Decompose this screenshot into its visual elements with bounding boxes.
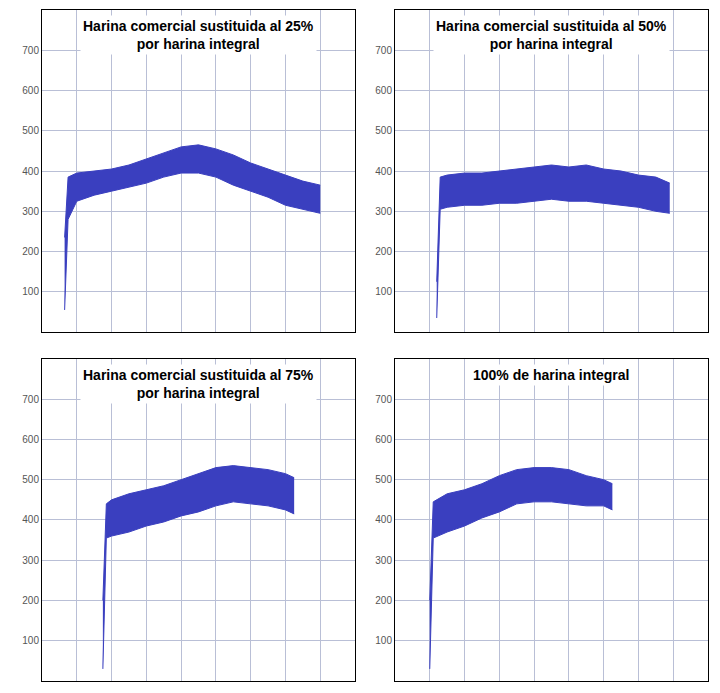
svg-text:200: 200 <box>22 595 39 606</box>
svg-text:400: 400 <box>22 166 39 177</box>
svg-text:Harina comercial sustituida al: Harina comercial sustituida al 25%por ha… <box>83 18 314 52</box>
svg-text:200: 200 <box>22 246 39 257</box>
svg-text:700: 700 <box>22 394 39 405</box>
svg-text:Harina comercial sustituida al: Harina comercial sustituida al 50%por ha… <box>436 18 667 52</box>
svg-text:300: 300 <box>375 555 392 566</box>
svg-text:400: 400 <box>375 514 392 525</box>
svg-text:500: 500 <box>22 125 39 136</box>
svg-text:500: 500 <box>375 474 392 485</box>
svg-text:200: 200 <box>375 246 392 257</box>
svg-text:100: 100 <box>375 635 392 646</box>
svg-text:400: 400 <box>22 514 39 525</box>
svg-text:Harina comercial sustituida al: Harina comercial sustituida al 75%por ha… <box>83 367 314 401</box>
svg-text:600: 600 <box>22 85 39 96</box>
svg-text:500: 500 <box>22 474 39 485</box>
svg-text:500: 500 <box>375 125 392 136</box>
svg-text:700: 700 <box>22 45 39 56</box>
svg-text:600: 600 <box>375 85 392 96</box>
svg-text:100% de harina integral: 100% de harina integral <box>473 367 629 383</box>
svg-text:400: 400 <box>375 166 392 177</box>
svg-text:600: 600 <box>22 434 39 445</box>
svg-text:300: 300 <box>22 555 39 566</box>
svg-text:100: 100 <box>22 635 39 646</box>
svg-text:700: 700 <box>375 394 392 405</box>
svg-text:300: 300 <box>22 206 39 217</box>
svg-text:100: 100 <box>22 286 39 297</box>
svg-text:100: 100 <box>375 286 392 297</box>
svg-text:600: 600 <box>375 434 392 445</box>
svg-text:200: 200 <box>375 595 392 606</box>
svg-text:300: 300 <box>375 206 392 217</box>
svg-text:700: 700 <box>375 45 392 56</box>
